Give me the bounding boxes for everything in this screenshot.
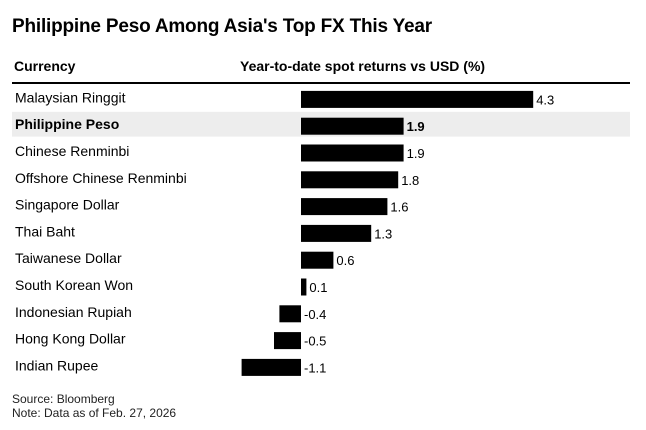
- category-label: Indian Rupee: [15, 357, 99, 373]
- data-bar: [301, 117, 404, 135]
- data-label: 1.9: [407, 146, 425, 161]
- category-label: Indonesian Rupiah: [15, 304, 132, 320]
- data-label: 1.9: [407, 119, 425, 134]
- data-label: 0.1: [309, 280, 327, 295]
- category-label: Thai Baht: [15, 223, 75, 239]
- category-label: Malaysian Ringgit: [15, 89, 126, 105]
- category-label: South Korean Won: [15, 277, 133, 293]
- data-date-note: Note: Data as of Feb. 27, 2026: [12, 406, 177, 420]
- data-bar: [301, 144, 404, 162]
- data-label: 1.3: [374, 226, 392, 241]
- header-divider: [12, 82, 630, 84]
- data-label: -0.4: [304, 307, 326, 322]
- data-bar: [301, 90, 534, 108]
- data-label: 1.8: [401, 173, 419, 188]
- source-note: Source: Bloomberg: [12, 392, 115, 406]
- chart-title: Philippine Peso Among Asia's Top FX This…: [12, 16, 432, 37]
- data-bar: [274, 332, 301, 350]
- data-bar: [279, 305, 301, 323]
- category-label: Offshore Chinese Renminbi: [15, 170, 187, 186]
- category-label: Taiwanese Dollar: [15, 250, 122, 266]
- data-bar: [301, 171, 399, 189]
- category-label: Philippine Peso: [15, 116, 119, 132]
- category-label: Hong Kong Dollar: [15, 331, 126, 347]
- data-label: -0.5: [304, 334, 326, 349]
- category-label: Chinese Renminbi: [15, 143, 129, 159]
- data-bar: [301, 224, 372, 242]
- data-bar: [301, 251, 334, 269]
- data-bar: [241, 358, 301, 376]
- data-bar: [301, 198, 388, 216]
- data-label: -1.1: [304, 360, 326, 375]
- data-bar: [301, 278, 307, 296]
- data-label: 0.6: [336, 253, 354, 268]
- data-label: 4.3: [536, 92, 554, 107]
- data-label: 1.6: [390, 200, 408, 215]
- category-label: Singapore Dollar: [15, 197, 120, 213]
- returns-column-header: Year-to-date spot returns vs USD (%): [240, 58, 486, 74]
- currency-column-header: Currency: [14, 58, 76, 74]
